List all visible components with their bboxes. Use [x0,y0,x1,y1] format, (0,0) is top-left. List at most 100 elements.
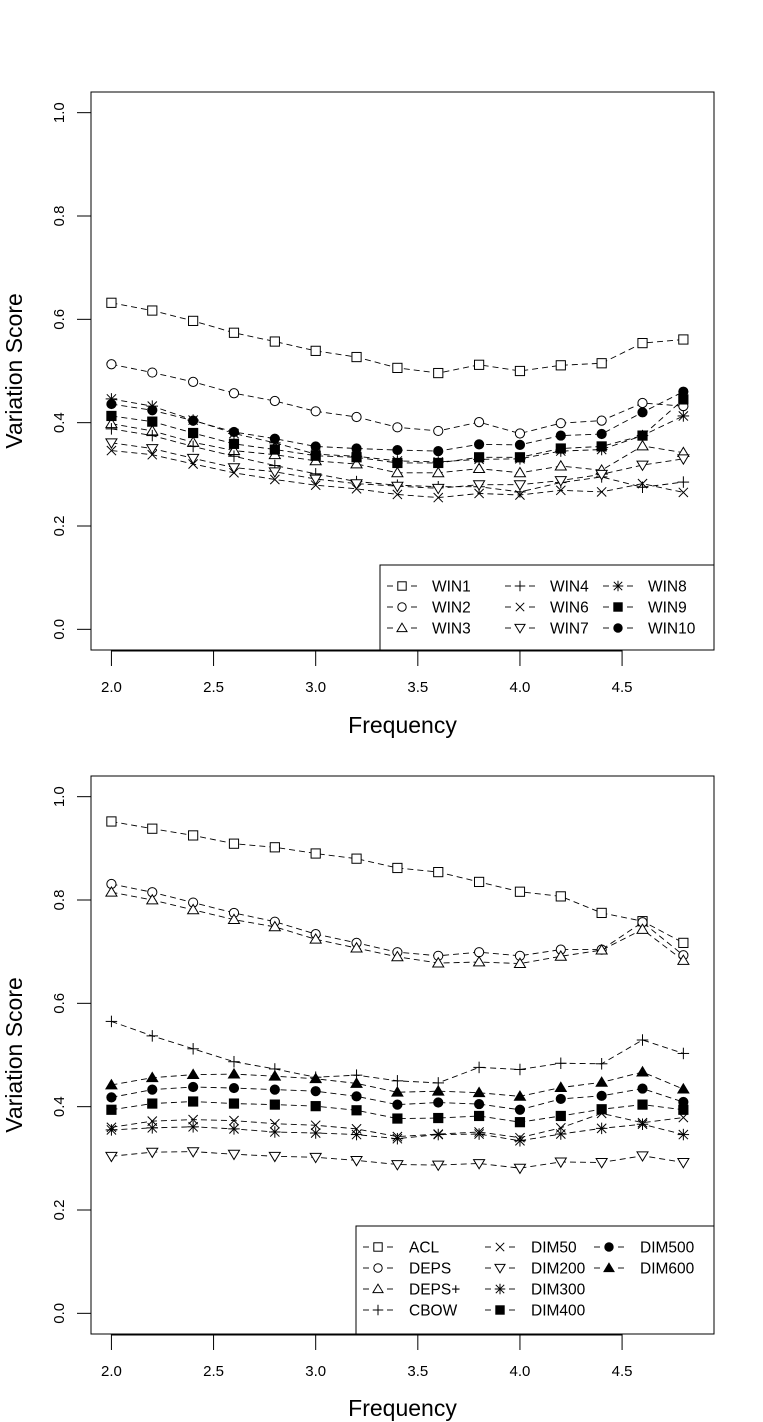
data-point [186,903,200,915]
data-point [473,439,485,450]
panel-models: 2.0 2.5 3.0 3.5 4.0 4.5 0.0 0.2 0.4 0.6 0.8 1.0 Freq… [1,775,715,1421]
data-point [472,462,486,474]
data-point [106,816,117,827]
x-tick-label: 4.5 [612,679,633,696]
data-point [390,950,404,962]
legend-item: ACL [363,1240,440,1257]
legend-marker [495,1305,505,1315]
x-tick-label: 2.0 [101,679,122,696]
data-point [227,913,241,925]
legend-marker [494,1283,506,1295]
data-point [350,1077,363,1088]
series-line [111,1020,684,1084]
y-tick-label: 0.4 [51,1096,68,1117]
data-point [514,1135,526,1147]
legend-item: DIM600 [594,1261,695,1278]
data-point [596,428,607,440]
data-point [678,1096,689,1108]
y-tick-label: 1.0 [51,102,68,123]
data-point [472,480,486,491]
legend-item: DIM200 [485,1261,586,1278]
data-point [269,1099,280,1110]
data-point [351,1105,362,1116]
data-point [228,388,240,399]
data-point [392,489,403,500]
legend-label: WIN3 [432,621,471,638]
data-point [596,1104,607,1115]
legend-item: WIN2 [387,600,471,617]
data-point [228,327,240,338]
data-point [106,398,117,410]
data-point [351,411,362,423]
data-point [554,476,568,487]
data-point [514,886,526,897]
x-axis-label: Frequency [348,712,457,738]
data-point [188,1096,199,1107]
series-line [111,1101,684,1123]
data-point [188,1114,199,1125]
data-point [596,486,607,497]
data-point [636,1065,649,1077]
data-point [514,1104,526,1115]
series-win9 [106,394,689,469]
y-axis-label: Variation Score [1,977,27,1133]
data-point [596,415,607,426]
data-point [228,1082,240,1094]
data-point [678,386,689,397]
data-point [310,441,321,452]
legend-marker [613,623,623,633]
data-point [145,1147,159,1159]
data-point [474,488,485,499]
legend-marker [514,623,526,634]
legend-label: DIM600 [640,1261,695,1278]
data-point [105,438,118,450]
legend-item: CBOW [363,1303,458,1320]
data-point [595,943,609,955]
data-point [269,1126,281,1138]
data-point [187,1121,199,1133]
legend-label: WIN7 [550,621,589,638]
data-point [473,1061,485,1074]
data-point [106,1104,117,1115]
data-point [269,474,280,485]
data-point [147,1098,158,1109]
legend-item: DEPS [363,1261,451,1278]
data-point [105,885,118,897]
x-tick-label: 4.5 [612,1363,633,1380]
y-tick-label: 0.2 [51,1200,68,1221]
data-point [554,459,568,471]
data-point [269,1084,280,1095]
series-win6 [106,445,689,503]
y-tick-label: 0.0 [51,619,68,640]
legend-label: WIN2 [432,600,471,617]
data-point [310,848,321,859]
data-point [514,490,525,500]
data-point [310,1086,321,1097]
data-point [145,893,159,905]
x-tick-label: 2.0 [101,1363,122,1380]
data-point [555,891,566,902]
data-point [229,1115,239,1126]
legend-marker [612,580,624,592]
data-point [147,305,158,316]
data-point [269,842,280,853]
legend-marker [373,1242,383,1252]
data-point [228,1123,240,1135]
data-point [228,1098,240,1109]
data-point [351,452,362,463]
series-line [111,1086,684,1111]
data-point [268,1069,282,1081]
data-point [595,469,609,481]
data-point [309,1152,323,1164]
series-deps-plus [105,885,690,968]
series-line [111,1123,684,1142]
data-point [432,1128,444,1141]
data-point [350,1128,363,1141]
legend-marker [494,1263,506,1274]
data-point [351,443,362,454]
data-point [187,440,199,453]
data-point [555,360,566,371]
data-point [268,920,282,932]
data-point [595,1076,609,1087]
series-dim500 [106,1081,689,1115]
